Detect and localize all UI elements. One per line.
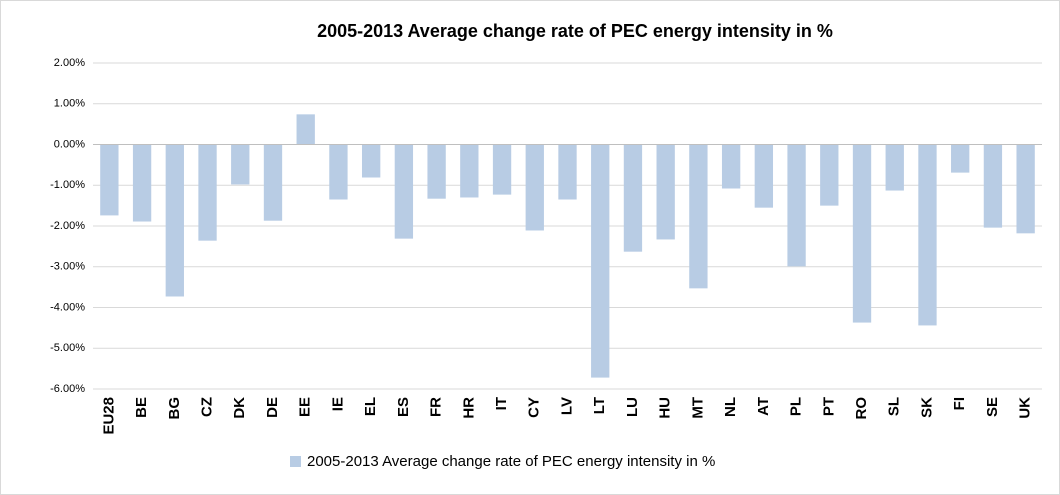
chart-title: 2005-2013 Average change rate of PEC ene… [317, 21, 833, 41]
x-tick-label: ES [395, 397, 412, 417]
x-tick-label: DE [264, 397, 281, 418]
bar [525, 144, 544, 231]
bar [721, 144, 741, 189]
bar [132, 144, 152, 222]
x-tick-label: HR [460, 397, 477, 419]
bar [820, 144, 839, 206]
bar [983, 144, 1003, 228]
x-tick-label: SE [984, 397, 1001, 417]
x-tick-label: LV [558, 397, 575, 415]
bar [787, 144, 806, 267]
x-tick-label: RO [853, 397, 870, 420]
bar [689, 144, 708, 289]
bar [492, 144, 512, 195]
x-tick-label: EE [297, 397, 314, 417]
x-tick-label: HU [657, 397, 674, 419]
x-tick-label: AT [755, 397, 772, 416]
bar [231, 144, 250, 185]
x-tick-label: PT [820, 397, 837, 416]
bar [394, 144, 414, 239]
y-tick-label: -4.00% [50, 301, 85, 313]
x-tick-label: SL [886, 397, 903, 416]
y-tick-label: -6.00% [50, 383, 85, 395]
y-tick-label: 0.00% [54, 138, 85, 150]
bar [885, 144, 904, 191]
bar [263, 144, 283, 221]
bar [918, 144, 937, 326]
bar [951, 144, 970, 173]
bar [198, 144, 217, 241]
y-tick-label: 2.00% [54, 57, 85, 69]
x-tick-label: EU28 [100, 397, 117, 435]
x-tick-label: IE [329, 397, 346, 411]
x-tick-label: LU [624, 397, 641, 417]
x-tick-label: FR [428, 397, 445, 417]
bar [329, 144, 348, 200]
bar [100, 144, 119, 216]
x-tick-label: MT [689, 397, 706, 419]
y-tick-label: -2.00% [50, 220, 85, 232]
bar [1016, 144, 1035, 234]
x-tick-label: FI [951, 397, 968, 410]
bar [591, 144, 610, 378]
bar [165, 144, 184, 297]
x-tick-label: BE [133, 397, 150, 418]
x-tick-label: EL [362, 397, 379, 416]
x-tick-label: CZ [199, 397, 216, 417]
bar [754, 144, 774, 208]
y-tick-label: -3.00% [50, 261, 85, 273]
bar [361, 144, 381, 178]
y-tick-label: -1.00% [50, 179, 85, 191]
bar [852, 144, 872, 323]
bar [296, 114, 315, 145]
y-tick-label: -5.00% [50, 342, 85, 354]
x-tick-label: SK [918, 397, 935, 418]
bar [460, 144, 479, 198]
x-tick-label: PL [788, 397, 805, 416]
x-tick-label: NL [722, 397, 739, 417]
y-tick-label: 1.00% [54, 98, 85, 110]
legend-label: 2005-2013 Average change rate of PEC ene… [307, 453, 715, 470]
x-tick-label: DK [231, 397, 248, 419]
bar [623, 144, 643, 252]
legend-swatch [290, 456, 301, 467]
bar [656, 144, 675, 240]
bar [558, 144, 577, 200]
bar [427, 144, 446, 199]
x-tick-label: CY [526, 397, 543, 418]
x-tick-label: BG [166, 397, 183, 420]
x-tick-label: UK [1017, 397, 1034, 419]
x-tick-label: LT [591, 397, 608, 414]
x-tick-label: IT [493, 397, 510, 410]
